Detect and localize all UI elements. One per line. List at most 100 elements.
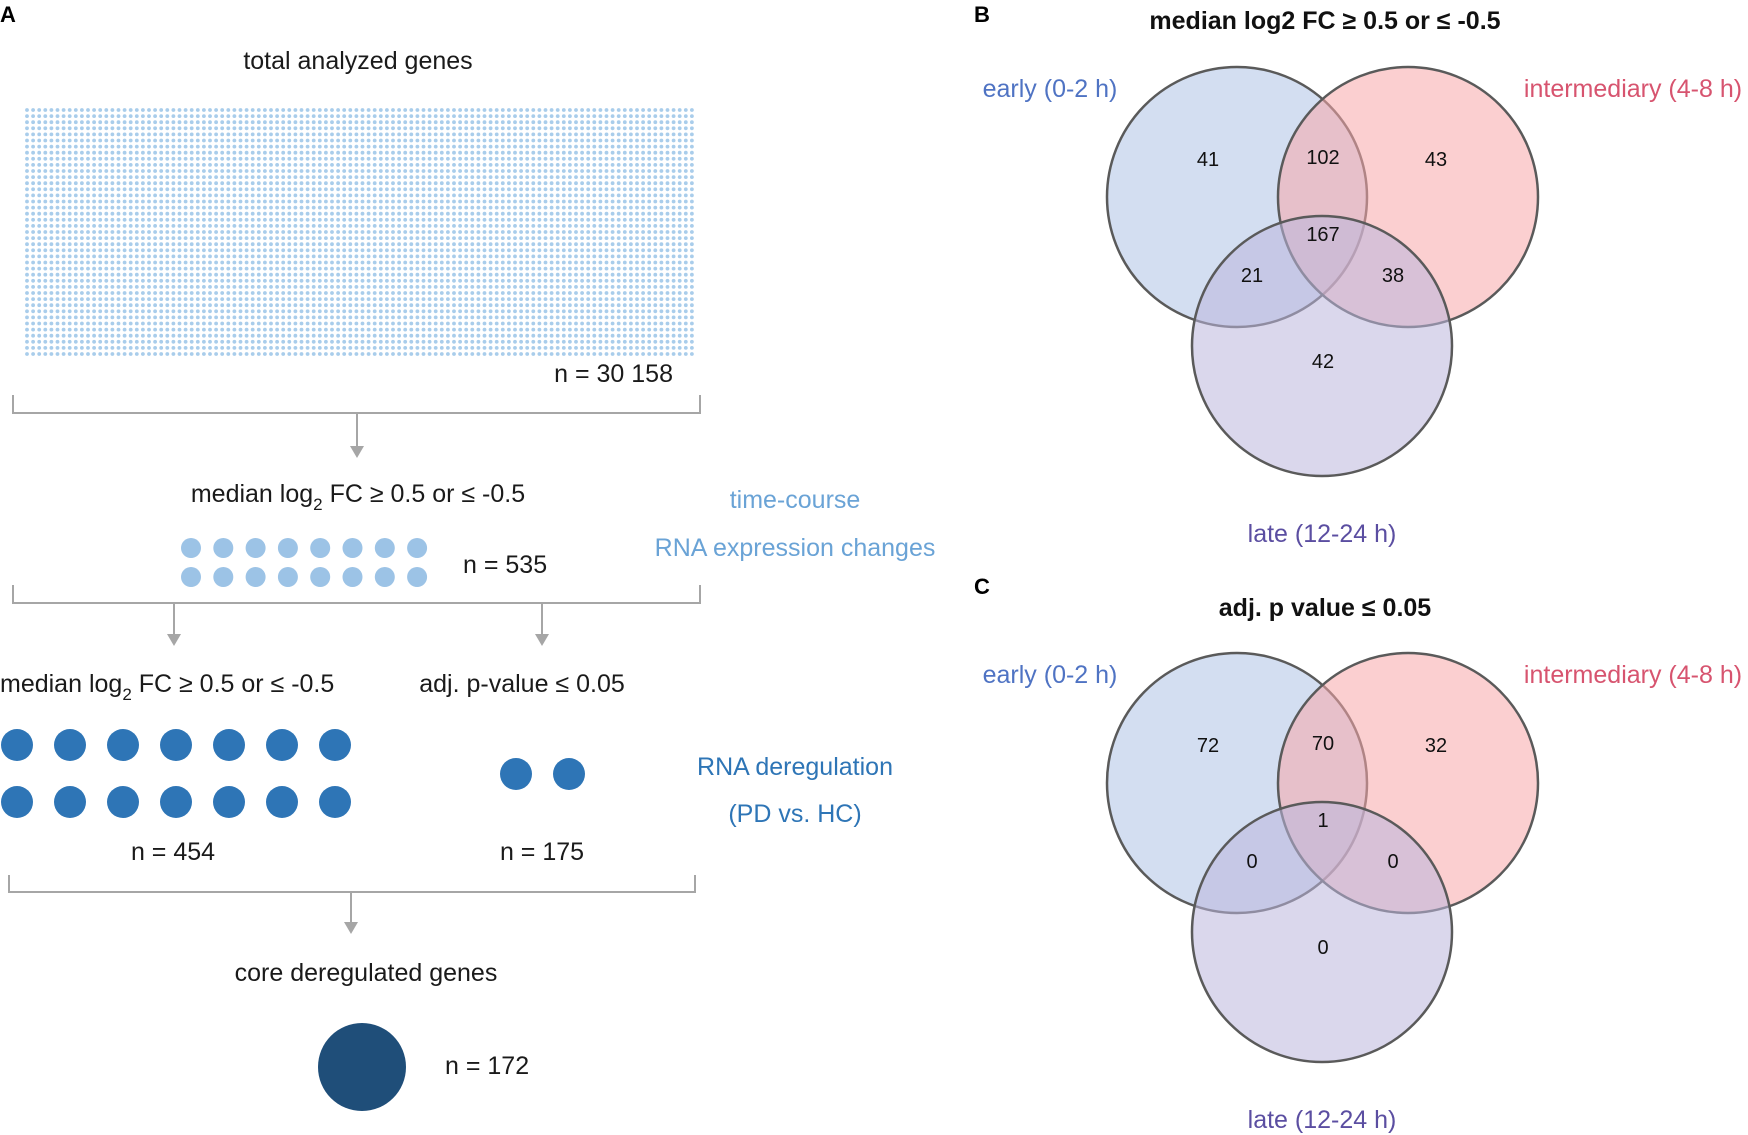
gene-dot xyxy=(366,163,371,167)
gene-dot xyxy=(647,285,652,289)
gene-dot xyxy=(385,169,389,173)
gene-dot xyxy=(683,291,688,295)
gene-dot xyxy=(610,205,615,210)
gene-dot xyxy=(153,309,158,314)
gene-dot xyxy=(519,187,523,192)
gene-dot xyxy=(653,114,658,118)
gene-dot xyxy=(317,205,322,210)
gene-dot xyxy=(513,120,517,125)
gene-dot xyxy=(458,242,462,247)
gene-dot xyxy=(690,346,694,350)
gene-dot xyxy=(586,150,591,155)
gene-dot xyxy=(269,339,273,344)
gene-dot xyxy=(677,169,682,173)
gene-dot xyxy=(147,230,151,234)
gene-dot xyxy=(263,242,267,247)
gene-dot xyxy=(446,352,450,356)
gene-dot xyxy=(165,266,170,271)
gene-dot xyxy=(446,156,450,161)
gene-dot xyxy=(360,266,365,271)
gene-dot xyxy=(616,272,621,277)
gene-dot xyxy=(665,339,670,344)
gene-dot xyxy=(55,114,60,118)
gene-dot xyxy=(128,199,133,204)
gene-dot xyxy=(122,193,127,198)
gene-dot xyxy=(500,175,505,180)
gene-dot xyxy=(458,150,462,155)
gene-dot xyxy=(104,108,109,112)
gene-dot xyxy=(403,266,408,271)
gene-dot xyxy=(397,187,401,192)
gene-dot xyxy=(269,309,273,314)
timecourse-dot xyxy=(277,538,298,558)
gene-dot xyxy=(372,126,377,131)
gene-dot xyxy=(458,175,462,180)
gene-dot xyxy=(537,303,542,308)
gene-dot xyxy=(604,163,609,167)
gene-dot xyxy=(305,169,310,173)
gene-dot xyxy=(202,205,206,210)
gene-dot xyxy=(171,132,176,137)
gene-dot xyxy=(622,144,627,149)
gene-dot xyxy=(470,156,475,161)
gene-dot xyxy=(439,339,444,344)
gene-dot xyxy=(635,175,639,180)
gene-dot xyxy=(683,138,688,143)
gene-dot xyxy=(67,297,72,301)
gene-dot xyxy=(586,156,591,161)
gene-dot xyxy=(531,181,536,186)
gene-dot xyxy=(202,217,206,222)
gene-dot xyxy=(171,260,176,265)
gene-dot xyxy=(348,248,353,253)
gene-dot xyxy=(256,260,261,265)
gene-dot xyxy=(616,138,621,143)
gene-dot xyxy=(482,254,487,259)
gene-dot xyxy=(305,297,310,301)
gene-dot xyxy=(537,211,542,216)
gene-dot xyxy=(433,163,438,167)
gene-dot xyxy=(622,199,627,204)
gene-dot xyxy=(226,346,231,350)
gene-dot xyxy=(403,352,408,356)
gene-dot xyxy=(677,126,682,131)
gene-dot xyxy=(31,181,35,186)
gene-dot xyxy=(415,230,420,234)
gene-dot xyxy=(43,248,48,253)
gene-dot xyxy=(147,236,151,241)
gene-dot xyxy=(220,175,225,180)
gene-dot xyxy=(409,193,414,198)
gene-dot xyxy=(171,138,176,143)
gene-dot xyxy=(641,224,645,228)
gene-dot xyxy=(488,352,493,356)
gene-dot xyxy=(226,230,231,234)
gene-dot xyxy=(256,272,261,277)
gene-dot xyxy=(677,321,682,326)
gene-dot xyxy=(629,199,633,204)
gene-dot xyxy=(73,230,78,234)
gene-dot xyxy=(659,114,664,118)
gene-dot xyxy=(665,303,670,308)
gene-dot xyxy=(525,163,530,167)
gene-dot xyxy=(622,205,627,210)
gene-dot xyxy=(592,254,597,259)
gene-dot xyxy=(128,327,133,332)
gene-dot xyxy=(177,333,182,338)
gene-dot xyxy=(293,175,298,180)
gene-dot xyxy=(342,120,347,125)
gene-dot xyxy=(37,156,42,161)
gene-dot xyxy=(433,138,438,143)
gene-dot xyxy=(647,132,652,137)
gene-dot xyxy=(299,193,304,198)
gene-dot xyxy=(244,352,249,356)
gene-dot xyxy=(37,291,42,295)
gene-dot xyxy=(238,156,243,161)
gene-dot xyxy=(397,163,401,167)
gene-dot xyxy=(250,156,255,161)
gene-dot xyxy=(342,175,347,180)
gene-dot xyxy=(348,224,353,228)
gene-dot xyxy=(202,211,206,216)
gene-dot xyxy=(195,260,200,265)
gene-dot xyxy=(232,175,237,180)
gene-dot xyxy=(482,138,487,143)
gene-dot xyxy=(525,303,530,308)
